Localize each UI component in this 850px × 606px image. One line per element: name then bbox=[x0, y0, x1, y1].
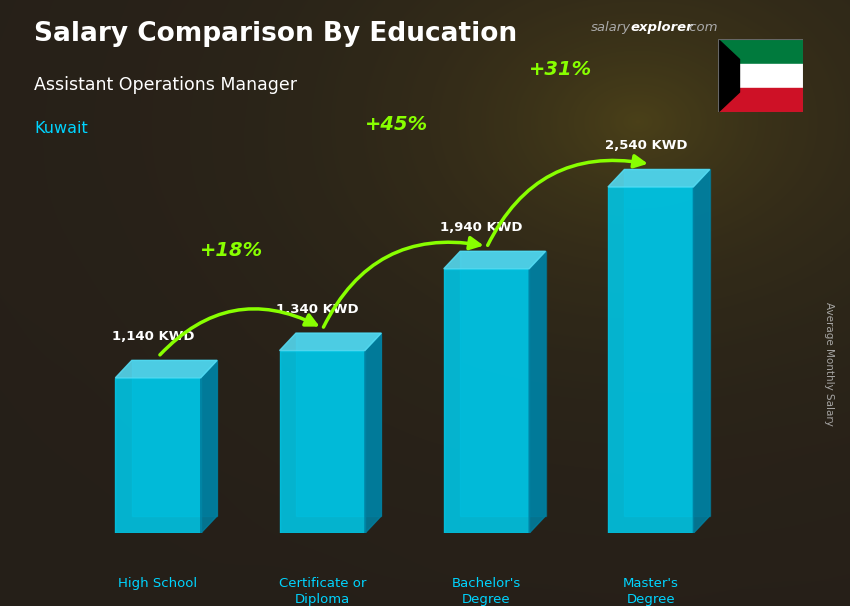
Polygon shape bbox=[132, 361, 217, 516]
Bar bbox=[718, 64, 803, 88]
Text: 1,940 KWD: 1,940 KWD bbox=[440, 221, 523, 234]
Text: Kuwait: Kuwait bbox=[34, 121, 88, 136]
Polygon shape bbox=[296, 333, 382, 516]
Polygon shape bbox=[116, 378, 201, 533]
Polygon shape bbox=[529, 251, 546, 533]
Polygon shape bbox=[280, 333, 382, 350]
Polygon shape bbox=[625, 170, 710, 516]
Text: 2,540 KWD: 2,540 KWD bbox=[604, 139, 687, 152]
Polygon shape bbox=[718, 39, 740, 112]
Text: Salary Comparison By Education: Salary Comparison By Education bbox=[34, 21, 517, 47]
Polygon shape bbox=[116, 361, 217, 378]
Polygon shape bbox=[444, 269, 529, 533]
Polygon shape bbox=[444, 251, 546, 269]
Bar bbox=[718, 39, 803, 64]
Text: salary: salary bbox=[591, 21, 631, 34]
Text: 1,340 KWD: 1,340 KWD bbox=[276, 302, 359, 316]
Text: Assistant Operations Manager: Assistant Operations Manager bbox=[34, 76, 297, 94]
Bar bbox=[718, 88, 803, 112]
Polygon shape bbox=[280, 350, 365, 533]
Polygon shape bbox=[201, 361, 217, 533]
Text: +45%: +45% bbox=[365, 115, 428, 135]
Text: Master's
Degree: Master's Degree bbox=[623, 577, 678, 606]
Text: Bachelor's
Degree: Bachelor's Degree bbox=[452, 577, 521, 606]
Text: .com: .com bbox=[685, 21, 717, 34]
Polygon shape bbox=[608, 170, 710, 187]
Polygon shape bbox=[365, 333, 382, 533]
Text: Certificate or
Diploma: Certificate or Diploma bbox=[279, 577, 366, 606]
Text: +18%: +18% bbox=[201, 241, 264, 260]
Text: 1,140 KWD: 1,140 KWD bbox=[112, 330, 195, 343]
Text: Average Monthly Salary: Average Monthly Salary bbox=[824, 302, 834, 425]
Text: explorer: explorer bbox=[631, 21, 694, 34]
Polygon shape bbox=[608, 187, 694, 533]
Text: +31%: +31% bbox=[529, 59, 592, 79]
Polygon shape bbox=[694, 170, 710, 533]
Text: High School: High School bbox=[118, 577, 197, 590]
Polygon shape bbox=[460, 251, 546, 516]
